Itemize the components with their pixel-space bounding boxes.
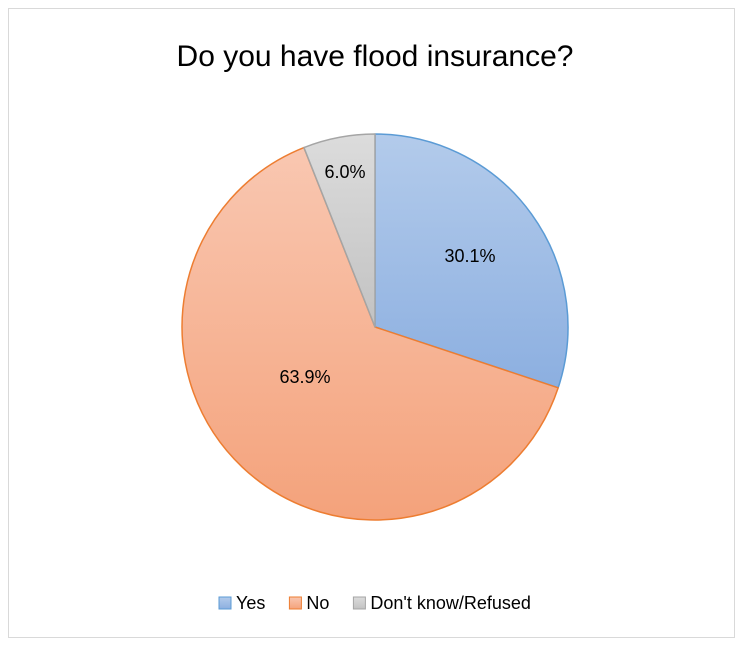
legend-swatch-no <box>288 596 302 610</box>
data-label-yes: 30.1% <box>444 246 495 266</box>
legend-item-no: No <box>288 593 329 613</box>
legend-label-yes: Yes <box>236 593 265 613</box>
legend-swatch-yes <box>218 596 232 610</box>
legend: Yes No Don't know/Refused <box>218 593 531 613</box>
legend-swatch-don-t-know-refused <box>352 596 366 610</box>
pie-slices <box>181 133 569 521</box>
legend-item-yes: Yes <box>218 593 265 613</box>
pie-slice-yes <box>374 133 569 389</box>
legend-item-don-t-know-refused: Don't know/Refused <box>352 593 531 613</box>
legend-label-don-t-know-refused: Don't know/Refused <box>370 593 531 613</box>
data-labels: 30.1% 63.9% 6.0% <box>279 162 495 387</box>
pie-slice-no <box>181 146 559 521</box>
pie-slice-don-t-know-refused <box>303 133 376 328</box>
data-label-don-t-know-refused: 6.0% <box>324 162 365 182</box>
legend-label-no: No <box>306 593 329 613</box>
chart-title: Do you have flood insurance? <box>177 40 574 73</box>
data-label-no: 63.9% <box>279 367 330 387</box>
